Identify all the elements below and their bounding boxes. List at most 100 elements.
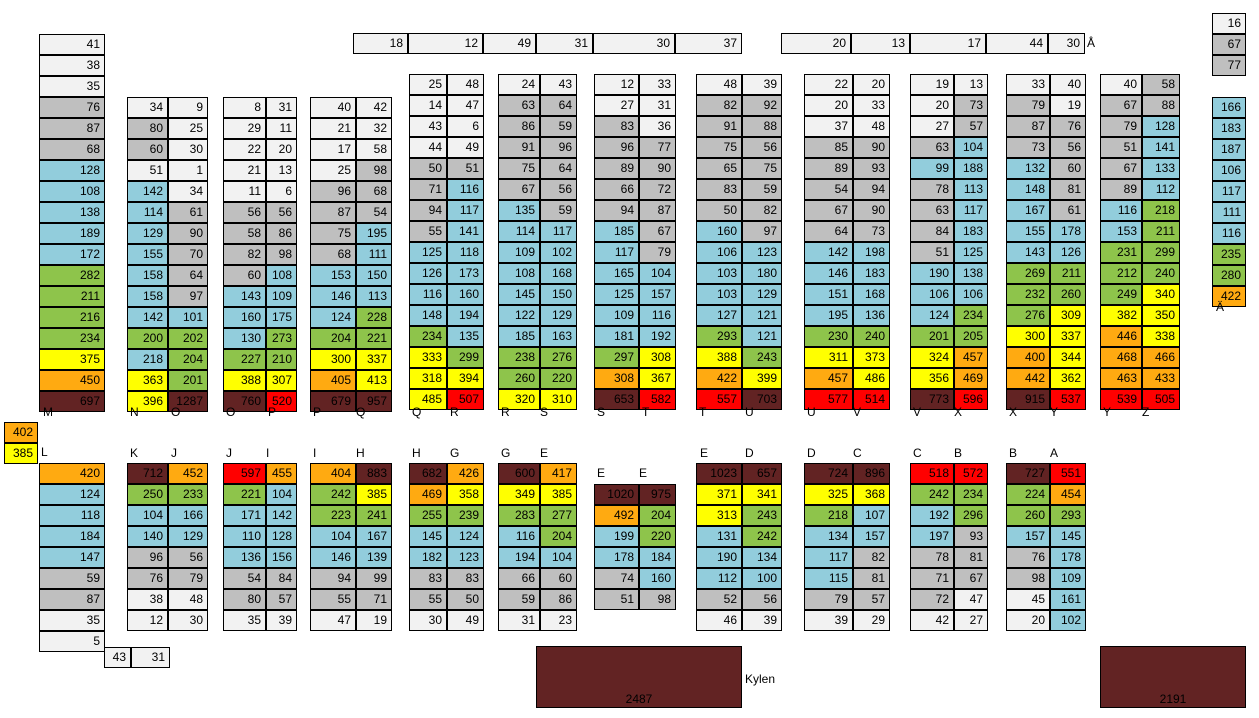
- cell-e-1[interactable]: 204: [639, 505, 676, 526]
- cell-a-3[interactable]: 145: [1050, 526, 1086, 547]
- cell-ä-9[interactable]: 422: [1212, 286, 1246, 307]
- cell-b-6[interactable]: 45: [1006, 589, 1050, 610]
- cell-i-1[interactable]: 242: [310, 484, 356, 505]
- cell-r-15[interactable]: 320: [498, 389, 540, 410]
- cell-s-15[interactable]: 653: [594, 389, 639, 410]
- cell-r-4[interactable]: 51: [447, 158, 484, 179]
- cell-o-1[interactable]: 25: [168, 118, 208, 139]
- cell-a-6[interactable]: 161: [1050, 589, 1086, 610]
- top-row-left-cell-5[interactable]: 37: [675, 33, 742, 54]
- cell-q-3[interactable]: 98: [356, 160, 392, 181]
- cell-n-10[interactable]: 142: [127, 307, 168, 328]
- cell-j-2[interactable]: 166: [168, 505, 208, 526]
- cell-i-1[interactable]: 104: [266, 484, 297, 505]
- cell-u-5[interactable]: 59: [742, 179, 782, 200]
- cell-l-2[interactable]: 118: [39, 505, 105, 526]
- cell-q-12[interactable]: 337: [356, 349, 392, 370]
- cell-j-6[interactable]: 48: [168, 589, 208, 610]
- cell-g-5[interactable]: 66: [498, 568, 540, 589]
- cell-d-6[interactable]: 79: [804, 589, 853, 610]
- cell-z-9[interactable]: 240: [1142, 263, 1180, 284]
- cell-q-6[interactable]: 94: [409, 200, 447, 221]
- cell-g-5[interactable]: 83: [447, 568, 484, 589]
- cell-i-6[interactable]: 55: [310, 589, 356, 610]
- cell-y-6[interactable]: 116: [1100, 200, 1142, 221]
- cell-e-6[interactable]: 86: [540, 589, 577, 610]
- cell-s-0[interactable]: 43: [540, 74, 577, 95]
- cell-y-12[interactable]: 446: [1100, 326, 1142, 347]
- cell-q-4[interactable]: 68: [356, 181, 392, 202]
- cell-ä-2[interactable]: 187: [1212, 139, 1246, 160]
- cell-g-0[interactable]: 426: [447, 463, 484, 484]
- cell-b-2[interactable]: 260: [1006, 505, 1050, 526]
- cell-z-14[interactable]: 433: [1142, 368, 1180, 389]
- cell-d-0[interactable]: 724: [804, 463, 853, 484]
- cell-h-6[interactable]: 71: [356, 589, 392, 610]
- cell-v-6[interactable]: 90: [853, 200, 890, 221]
- cell-l-4[interactable]: 147: [39, 547, 105, 568]
- cell-p-5[interactable]: 87: [310, 202, 356, 223]
- cell-q-7[interactable]: 111: [356, 244, 392, 265]
- cell-x-0[interactable]: 13: [954, 74, 988, 95]
- cell-k-6[interactable]: 38: [127, 589, 168, 610]
- cell-ä-1[interactable]: 183: [1212, 118, 1246, 139]
- cell-e-2[interactable]: 277: [540, 505, 577, 526]
- cell-b-5[interactable]: 98: [1006, 568, 1050, 589]
- cell-j-5[interactable]: 54: [223, 568, 266, 589]
- cell-j-0[interactable]: 597: [223, 463, 266, 484]
- cell-v-5[interactable]: 78: [910, 179, 954, 200]
- cell-m-9[interactable]: 189: [39, 223, 105, 244]
- cell-p-4[interactable]: 96: [310, 181, 356, 202]
- cell-y-10[interactable]: 249: [1100, 284, 1142, 305]
- cell-h-2[interactable]: 255: [409, 505, 447, 526]
- cell-k-0[interactable]: 712: [127, 463, 168, 484]
- cell-a-4[interactable]: 178: [1050, 547, 1086, 568]
- cell-p-0[interactable]: 40: [310, 97, 356, 118]
- cell-m-4[interactable]: 87: [39, 118, 105, 139]
- cell-t-6[interactable]: 87: [639, 200, 676, 221]
- cell-t-4[interactable]: 65: [696, 158, 742, 179]
- cell-s-12[interactable]: 163: [540, 326, 577, 347]
- cell-n-9[interactable]: 158: [127, 286, 168, 307]
- cell-x-12[interactable]: 300: [1006, 326, 1050, 347]
- cell-h-7[interactable]: 19: [356, 610, 392, 631]
- cell-e-3[interactable]: 204: [540, 526, 577, 547]
- cell-u-10[interactable]: 151: [804, 284, 853, 305]
- cell-p-9[interactable]: 109: [266, 286, 297, 307]
- cell-g-2[interactable]: 239: [447, 505, 484, 526]
- cell-j-3[interactable]: 129: [168, 526, 208, 547]
- cell-d-6[interactable]: 56: [742, 589, 782, 610]
- cell-x-14[interactable]: 469: [954, 368, 988, 389]
- cell-x-10[interactable]: 232: [1006, 284, 1050, 305]
- cell-u-13[interactable]: 311: [804, 347, 853, 368]
- cell-n-13[interactable]: 363: [127, 370, 168, 391]
- cell-s-6[interactable]: 59: [540, 200, 577, 221]
- cell-x-12[interactable]: 205: [954, 326, 988, 347]
- cell-e-0[interactable]: 975: [639, 484, 676, 505]
- cell-e-7[interactable]: 23: [540, 610, 577, 631]
- cell-c-4[interactable]: 82: [853, 547, 890, 568]
- cell-u-15[interactable]: 577: [804, 389, 853, 410]
- cell-o-13[interactable]: 388: [223, 370, 266, 391]
- cell-v-10[interactable]: 106: [910, 284, 954, 305]
- cell-i-0[interactable]: 455: [266, 463, 297, 484]
- cell-o-4[interactable]: 34: [168, 181, 208, 202]
- cell-z-11[interactable]: 350: [1142, 305, 1180, 326]
- cell-y-9[interactable]: 211: [1050, 263, 1086, 284]
- cell-v-12[interactable]: 201: [910, 326, 954, 347]
- cell-v-1[interactable]: 33: [853, 95, 890, 116]
- cell-c-5[interactable]: 81: [853, 568, 890, 589]
- cell-v-4[interactable]: 93: [853, 158, 890, 179]
- cell-m-13[interactable]: 216: [39, 307, 105, 328]
- cell-n-11[interactable]: 200: [127, 328, 168, 349]
- cell-h-0[interactable]: 883: [356, 463, 392, 484]
- cell-e-6[interactable]: 52: [696, 589, 742, 610]
- cell-e-0[interactable]: 1020: [594, 484, 639, 505]
- cell-x-3[interactable]: 104: [954, 137, 988, 158]
- cell-i-2[interactable]: 223: [310, 505, 356, 526]
- cell-r-8[interactable]: 109: [498, 242, 540, 263]
- cell-o-11[interactable]: 130: [223, 328, 266, 349]
- cell-t-9[interactable]: 103: [696, 263, 742, 284]
- cell-d-2[interactable]: 243: [742, 505, 782, 526]
- cell-e-2[interactable]: 313: [696, 505, 742, 526]
